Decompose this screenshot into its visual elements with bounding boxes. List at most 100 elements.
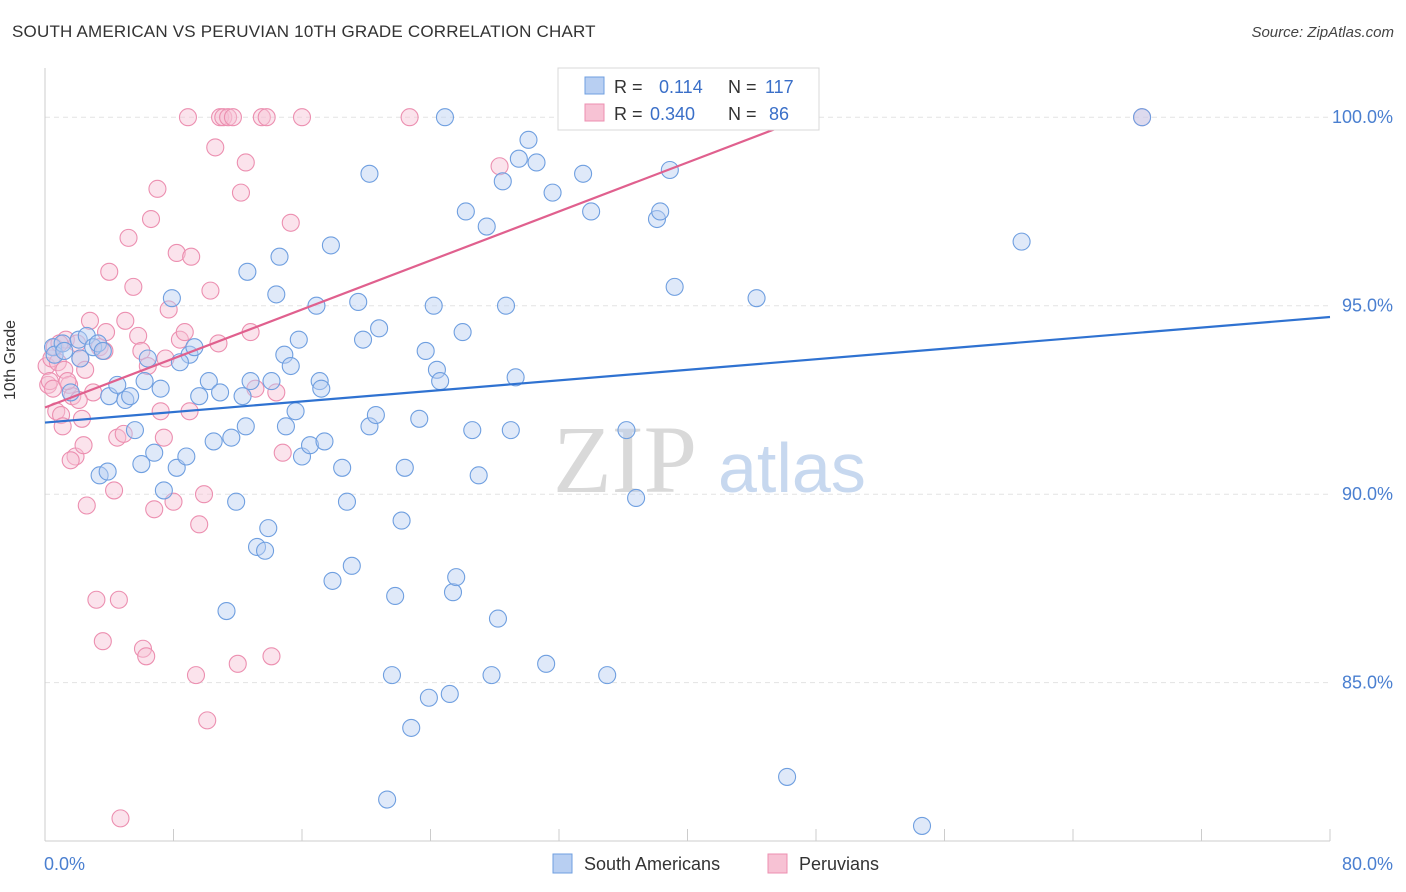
south-american-point <box>370 319 389 338</box>
south-american-point <box>598 666 617 685</box>
peruvian-point <box>58 372 77 391</box>
legend-swatch-pink <box>584 103 605 122</box>
south-american-point <box>238 262 257 281</box>
south-american-point <box>342 556 361 575</box>
south-american-point <box>300 436 320 455</box>
peruvian-point <box>52 405 71 425</box>
south-american-point <box>222 428 241 447</box>
peruvian-point <box>206 138 225 157</box>
peruvian-point <box>214 108 233 127</box>
south-american-point <box>447 568 466 587</box>
south-american-point <box>488 609 508 628</box>
legend-n-value: 86 <box>769 104 789 124</box>
south-american-point <box>382 666 402 685</box>
south-american-point <box>190 387 209 406</box>
south-american-point <box>162 289 181 308</box>
peruvian-point <box>292 108 312 127</box>
peruvian-point <box>119 228 138 247</box>
peruvian-point <box>223 108 242 127</box>
south-american-point <box>501 421 520 440</box>
peruvian-point <box>145 500 164 519</box>
peruvian-point <box>262 647 281 666</box>
south-american-point <box>310 372 329 391</box>
south-american-point <box>312 379 331 398</box>
south-american-point <box>651 202 670 221</box>
peruvian-point <box>93 632 112 651</box>
peruvian-point <box>124 277 143 296</box>
south-american-point <box>493 172 512 191</box>
peruvian-point <box>175 323 194 342</box>
legend-south-americans-label: South Americans <box>584 854 720 874</box>
south-american-point <box>440 684 459 704</box>
south-american-point <box>241 372 260 391</box>
peruvian-point <box>105 481 124 500</box>
peruvian-point <box>159 300 178 319</box>
peruvian-point <box>236 153 255 172</box>
peruvian-point <box>252 108 271 127</box>
peruvian-point <box>80 311 100 330</box>
south-american-point <box>275 345 294 364</box>
south-american-point <box>543 183 562 202</box>
peruvian-point <box>100 262 119 281</box>
peruvian-point <box>132 341 151 361</box>
south-american-point <box>424 296 443 315</box>
south-american-point <box>416 341 435 361</box>
south-american-point <box>366 405 385 425</box>
south-american-point <box>582 202 601 221</box>
south-american-point <box>199 372 218 391</box>
peruvian-point <box>219 108 238 127</box>
south-american-point <box>236 417 255 436</box>
watermark-zip: ZIP <box>553 406 697 513</box>
south-american-point <box>55 341 74 361</box>
peruvian-point <box>116 311 135 330</box>
peruvian-point <box>167 243 186 262</box>
peruvian-point <box>273 443 292 462</box>
legend-n-label: N = <box>728 104 757 124</box>
y-tick-label: 100.0% <box>1332 107 1393 127</box>
south-american-point <box>469 466 488 485</box>
south-american-point <box>463 421 482 440</box>
south-american-point <box>353 330 373 349</box>
south-american-point <box>211 383 230 402</box>
y-tick-label: 95.0% <box>1342 296 1393 316</box>
peruvian-point <box>76 360 95 379</box>
south-american-point <box>496 296 516 315</box>
south-american-point <box>71 349 90 368</box>
chart-title: SOUTH AMERICAN VS PERUVIAN 10TH GRADE CO… <box>12 22 596 41</box>
south-american-point <box>360 417 379 436</box>
y-tick-label: 90.0% <box>1342 484 1393 504</box>
south-american-point <box>262 372 281 391</box>
watermark: ZIP atlas <box>553 406 866 513</box>
south-american-point <box>427 360 446 379</box>
south-american-point <box>217 602 236 621</box>
peruvian-point <box>186 666 206 685</box>
south-american-point <box>270 247 289 266</box>
south-american-point <box>154 481 173 500</box>
peruvian-point <box>201 281 220 300</box>
south-american-point <box>132 454 151 474</box>
south-american-point <box>259 519 278 538</box>
peruvian-point <box>111 809 130 828</box>
south-american-point <box>1012 232 1031 251</box>
peruvian-point <box>77 496 96 515</box>
y-tick-label: 85.0% <box>1342 673 1393 693</box>
south-american-point <box>665 277 684 296</box>
south-american-point <box>778 767 797 786</box>
peruvian-point <box>129 326 148 345</box>
south-american-point <box>337 492 357 511</box>
south-american-point <box>121 387 140 406</box>
legend-r-value: 0.340 <box>650 104 695 124</box>
south-american-point <box>456 202 475 221</box>
peruvian-points <box>37 108 1152 828</box>
peruvian-point <box>61 451 80 470</box>
south-american-point <box>402 718 421 737</box>
trend-lines <box>44 112 1331 424</box>
peruvian-point <box>141 209 161 229</box>
peruvian-point <box>231 183 251 202</box>
south-american-point <box>151 379 170 398</box>
legend-r-label: R = <box>614 77 643 97</box>
south-american-point <box>98 462 117 481</box>
south-american-point <box>443 583 463 602</box>
south-american-point <box>482 666 501 685</box>
